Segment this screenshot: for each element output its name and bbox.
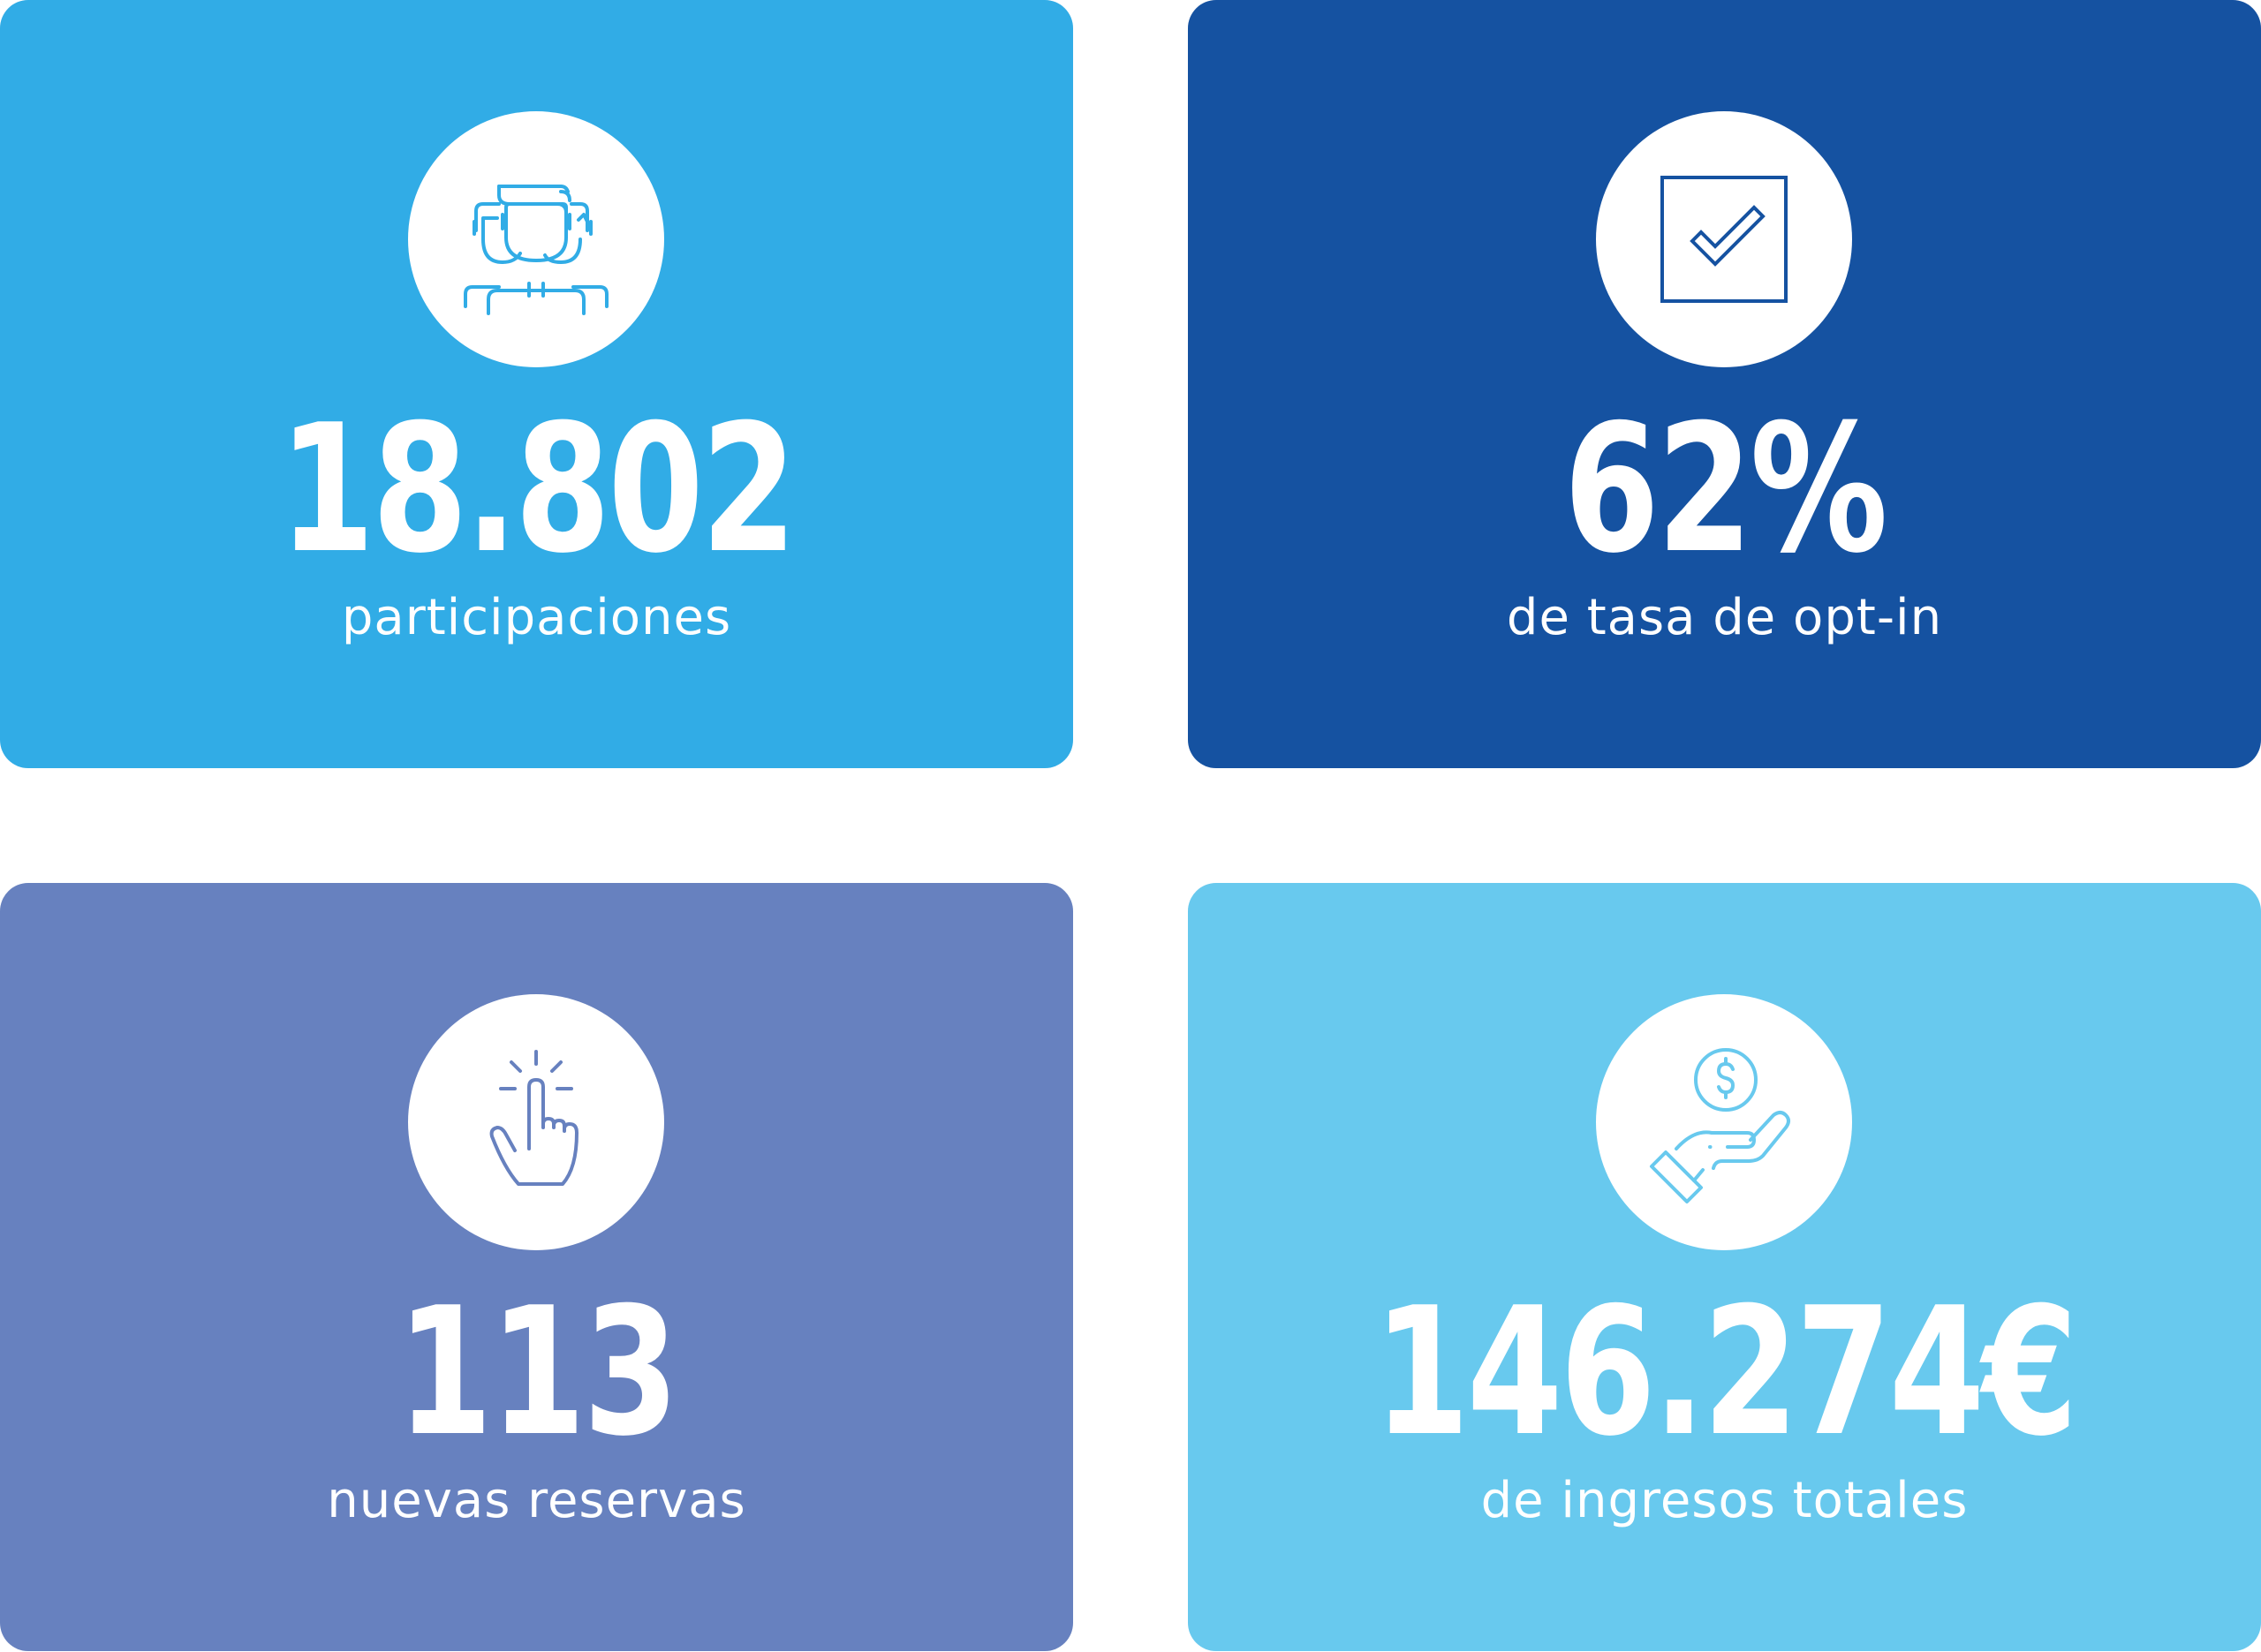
stat-label: de tasa de opt-in [1506,589,1943,646]
icon-badge [1596,111,1852,367]
stat-label: nuevas reservas [327,1472,746,1529]
stat-card-ingresos: 146.274€ de ingresos totales [1188,883,2261,1651]
stat-card-opt-in: 62% de tasa de opt-in [1188,0,2261,768]
stat-card-reservas: 113 nuevas reservas [0,883,1073,1651]
pointer-click-icon [489,1050,578,1186]
icon-badge [408,994,664,1250]
checkbox-checked-icon [1660,176,1788,303]
stat-label: participaciones [341,589,732,646]
stat-label: de ingresos totales [1480,1472,1969,1529]
stat-value: 113 [397,1270,678,1475]
hand-coin-icon [1650,1048,1790,1203]
icon-badge [1596,994,1852,1250]
stat-card-participaciones: 18.802 participaciones [0,0,1073,768]
stat-value: 146.274€ [1373,1270,2077,1475]
stat-value: 18.802 [278,387,797,592]
people-group-icon [464,185,609,315]
icon-badge [408,111,664,367]
stat-value: 62% [1563,387,1887,592]
